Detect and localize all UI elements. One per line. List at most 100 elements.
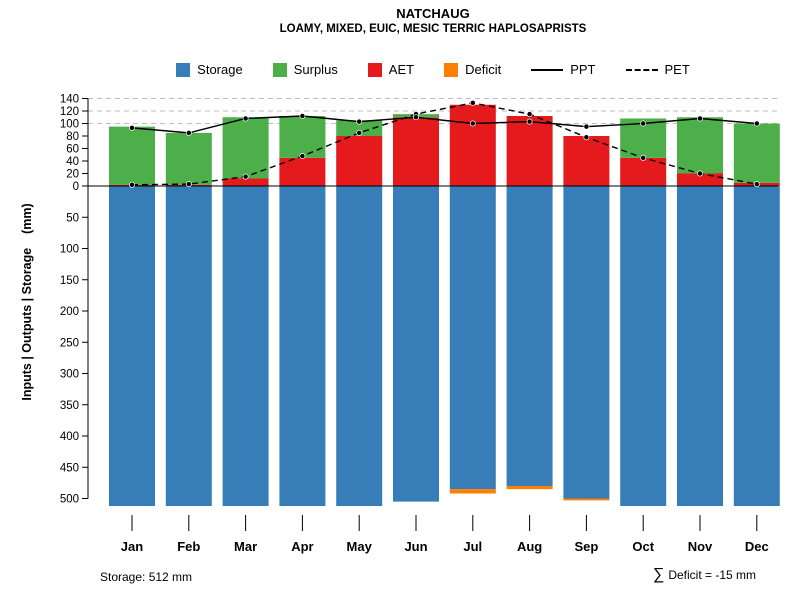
legend-label-storage: Storage [197, 62, 243, 77]
month-label-may: May [347, 539, 373, 554]
pet-point-apr [299, 153, 306, 159]
y-axis-title: Inputs | Outputs | Storage (mm) [20, 203, 34, 401]
y-tick-label-450: 450 [60, 462, 79, 474]
y-tick-label-250: 250 [60, 337, 79, 349]
surplus-bar-dec [733, 123, 780, 183]
aet-bar-apr [279, 157, 326, 186]
storage-bar-mar [222, 186, 269, 506]
pet-line [131, 102, 757, 186]
month-label-mar: Mar [234, 539, 257, 554]
storage-total-note: Storage: 512 mm [100, 570, 193, 584]
month-label-apr: Apr [291, 539, 313, 554]
ppt-point-mar [242, 115, 249, 122]
legend-label-aet: AET [388, 62, 415, 77]
pet-point-dec [753, 181, 760, 188]
y-tick-label-80: 80 [66, 131, 79, 143]
y-tick-label-50: 50 [66, 212, 79, 224]
y-tick-label-350: 350 [60, 400, 79, 412]
deficit-total-text: Deficit = -15 mm [668, 568, 756, 582]
month-label-oct: Oct [632, 539, 654, 554]
legend-item-storage: Storage [176, 62, 243, 77]
surplus-bar-feb [165, 132, 212, 185]
y-tick-label-300: 300 [60, 369, 79, 381]
pet-point-oct [640, 154, 647, 161]
pet-point-aug [526, 111, 533, 118]
sigma-symbol: ∑ [652, 566, 665, 583]
surplus-bar-may [336, 120, 383, 136]
pet-point-sep [583, 134, 590, 141]
aet-bar-nov [677, 173, 723, 186]
surplus-bar-apr [279, 116, 326, 158]
ppt-point-nov [697, 115, 703, 122]
storage-bar-feb [165, 186, 212, 506]
y-tick-label-100: 100 [60, 244, 79, 256]
ppt-line [131, 115, 757, 134]
legend-label-ppt: PPT [570, 62, 596, 77]
deficit-bar-jul [449, 489, 496, 494]
storage-bar-jun [393, 186, 439, 502]
surplus-bar-jan [109, 126, 155, 185]
deficit-bar-sep [563, 498, 610, 501]
ppt-point-feb [185, 129, 192, 136]
y-tick-label-140: 140 [60, 94, 79, 106]
storage-bar-oct [620, 186, 667, 506]
pet-point-nov [697, 170, 703, 177]
y-tick-label-500: 500 [60, 494, 79, 506]
legend-item-pet: PET [625, 62, 690, 77]
y-tick-label-150: 150 [60, 275, 79, 287]
ppt-point-sep [583, 123, 590, 130]
ppt-point-oct [640, 120, 647, 127]
legend-item-ppt: PPT [531, 62, 596, 77]
storage-bar-aug [506, 186, 553, 486]
storage-bar-apr [279, 186, 326, 506]
y-tick-label-200: 200 [60, 306, 79, 318]
storage-bar-dec [733, 186, 780, 506]
storage-swatch-icon [176, 62, 191, 77]
ppt-point-may [356, 118, 363, 125]
page-subtitle: LOAMY, MIXED, EUIC, MESIC TERRIC HAPLOSA… [279, 23, 587, 35]
pet-point-jul [469, 99, 476, 106]
y-tick-label-60: 60 [66, 144, 79, 156]
legend: Storage Surplus AET Deficit PPT PET [66, 62, 800, 77]
surplus-bar-nov [677, 117, 723, 174]
pet-point-mar [242, 173, 249, 180]
legend-item-surplus: Surplus [272, 62, 338, 77]
ppt-point-aug [526, 118, 533, 125]
surplus-bar-mar [222, 117, 269, 179]
month-label-jan: Jan [121, 539, 143, 554]
pet-point-feb [185, 181, 192, 188]
aet-bar-oct [620, 157, 667, 186]
storage-bar-jan [109, 186, 155, 506]
legend-item-aet: AET [367, 62, 415, 77]
legend-label-pet: PET [664, 62, 690, 77]
month-label-jul: Jul [463, 539, 482, 554]
aet-bar-mar [222, 178, 269, 186]
pet-line-icon [625, 68, 658, 71]
ppt-point-dec [753, 120, 760, 127]
y-tick-label-0: 0 [73, 181, 79, 193]
legend-label-deficit: Deficit [465, 62, 502, 77]
aet-bar-jul [449, 104, 496, 186]
ppt-point-apr [299, 113, 306, 119]
aet-swatch-icon [367, 62, 382, 77]
storage-bar-nov [677, 186, 723, 506]
aet-bar-jun [393, 117, 439, 186]
month-label-nov: Nov [688, 539, 713, 554]
ppt-point-jan [129, 124, 135, 131]
month-label-feb: Feb [177, 539, 200, 554]
pet-point-may [356, 129, 363, 136]
month-label-sep: Sep [574, 539, 598, 554]
page-title: NATCHAUG [396, 6, 470, 21]
ppt-line-icon [531, 68, 564, 71]
surplus-swatch-icon [272, 62, 287, 77]
legend-item-deficit: Deficit [444, 62, 501, 77]
month-label-dec: Dec [745, 539, 769, 554]
legend-label-surplus: Surplus [293, 62, 338, 77]
y-tick-label-20: 20 [66, 169, 79, 181]
ppt-point-jun [413, 114, 419, 121]
y-tick-label-40: 40 [66, 156, 79, 168]
aet-bar-sep [563, 136, 610, 186]
aet-bar-may [336, 136, 383, 186]
